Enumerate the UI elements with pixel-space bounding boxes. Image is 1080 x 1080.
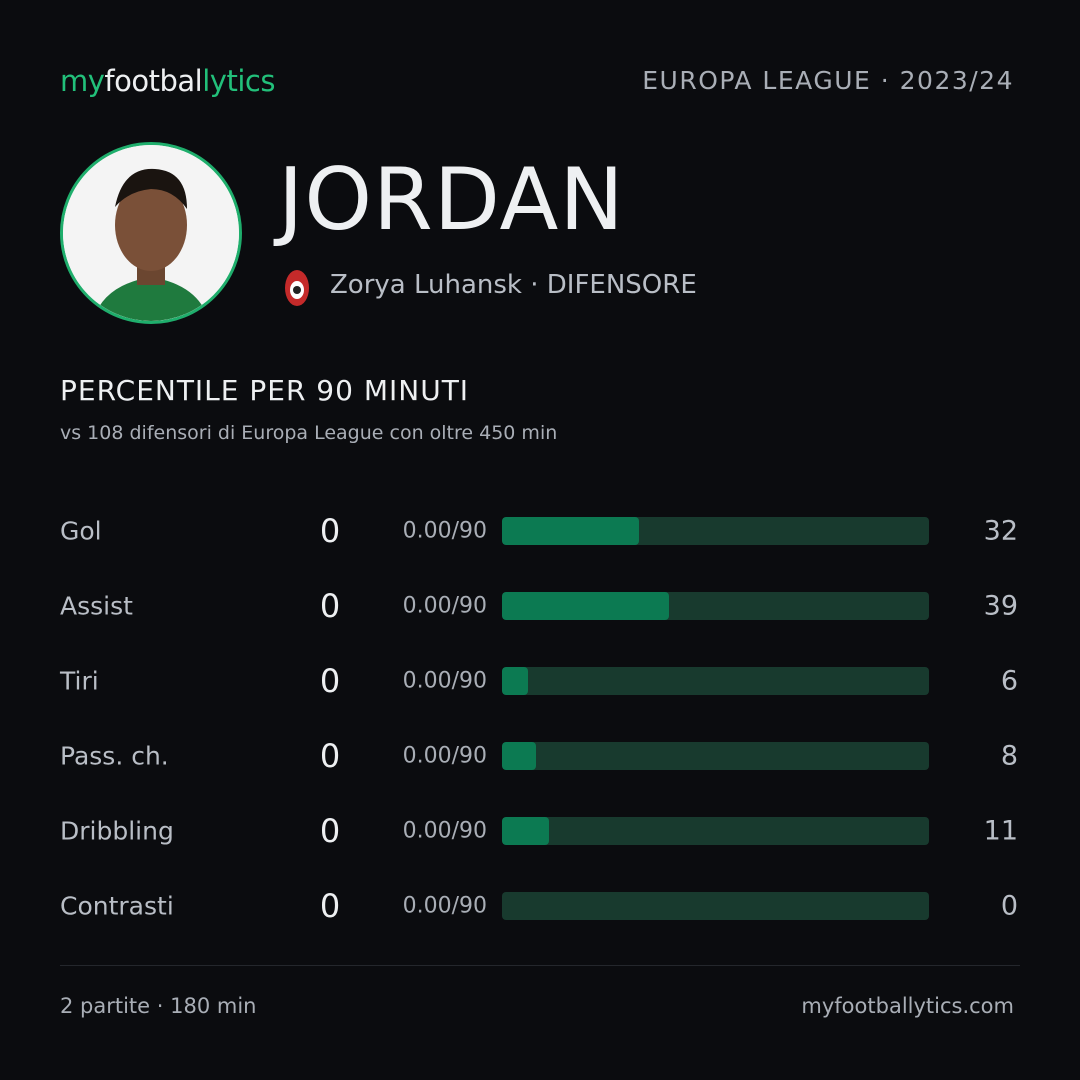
stat-total: 0 bbox=[319, 662, 341, 700]
bar-track bbox=[502, 517, 929, 545]
bar-track bbox=[502, 742, 929, 770]
section-subtitle: vs 108 difensori di Europa League con ol… bbox=[60, 422, 558, 444]
footer-summary: 2 partite · 180 min bbox=[60, 994, 257, 1018]
stat-percentile: 11 bbox=[983, 815, 1018, 847]
stat-total: 0 bbox=[319, 887, 341, 925]
bar-track bbox=[502, 817, 929, 845]
stat-percentile: 8 bbox=[1000, 740, 1018, 772]
stat-label: Gol bbox=[60, 516, 102, 546]
footer-site: myfootballytics.com bbox=[801, 994, 1014, 1018]
bar bbox=[502, 667, 528, 695]
stat-total: 0 bbox=[319, 512, 341, 550]
stat-total: 0 bbox=[319, 737, 341, 775]
stat-per90: 0.00/90 bbox=[402, 518, 487, 544]
stat-total: 0 bbox=[319, 812, 341, 850]
stat-label: Tiri bbox=[60, 666, 99, 696]
club-line: Zorya Luhansk · DIFENSORE bbox=[330, 270, 697, 300]
stat-percentile: 32 bbox=[983, 515, 1018, 547]
player-name: JORDAN bbox=[278, 150, 625, 250]
bar bbox=[502, 517, 639, 545]
stat-label: Assist bbox=[60, 591, 133, 621]
stat-label: Pass. ch. bbox=[60, 741, 169, 771]
section-title: PERCENTILE PER 90 MINUTI bbox=[60, 374, 470, 407]
bar bbox=[502, 817, 549, 845]
stat-percentile: 39 bbox=[983, 590, 1018, 622]
bar-track bbox=[502, 592, 929, 620]
stat-percentile: 6 bbox=[1000, 665, 1018, 697]
divider bbox=[60, 965, 1020, 966]
bar bbox=[502, 592, 669, 620]
logo-part: my bbox=[60, 64, 105, 98]
stat-per90: 0.00/90 bbox=[402, 743, 487, 769]
bar-track bbox=[502, 667, 929, 695]
logo: myfootballytics bbox=[60, 64, 275, 98]
logo-part: lytics bbox=[202, 64, 275, 98]
portrait bbox=[63, 145, 239, 321]
stat-percentile: 0 bbox=[1000, 890, 1018, 922]
stat-per90: 0.00/90 bbox=[402, 668, 487, 694]
bar bbox=[502, 742, 537, 770]
competition: EUROPA LEAGUE · 2023/24 bbox=[642, 66, 1014, 95]
stat-total: 0 bbox=[319, 587, 341, 625]
stat-per90: 0.00/90 bbox=[402, 818, 487, 844]
stat-per90: 0.00/90 bbox=[402, 593, 487, 619]
bar-track bbox=[502, 892, 929, 920]
club-badge bbox=[285, 270, 309, 306]
stat-per90: 0.00/90 bbox=[402, 893, 487, 919]
logo-part: footbal bbox=[104, 64, 203, 98]
stat-label: Contrasti bbox=[60, 891, 174, 921]
stat-label: Dribbling bbox=[60, 816, 174, 846]
player-photo bbox=[60, 142, 242, 324]
